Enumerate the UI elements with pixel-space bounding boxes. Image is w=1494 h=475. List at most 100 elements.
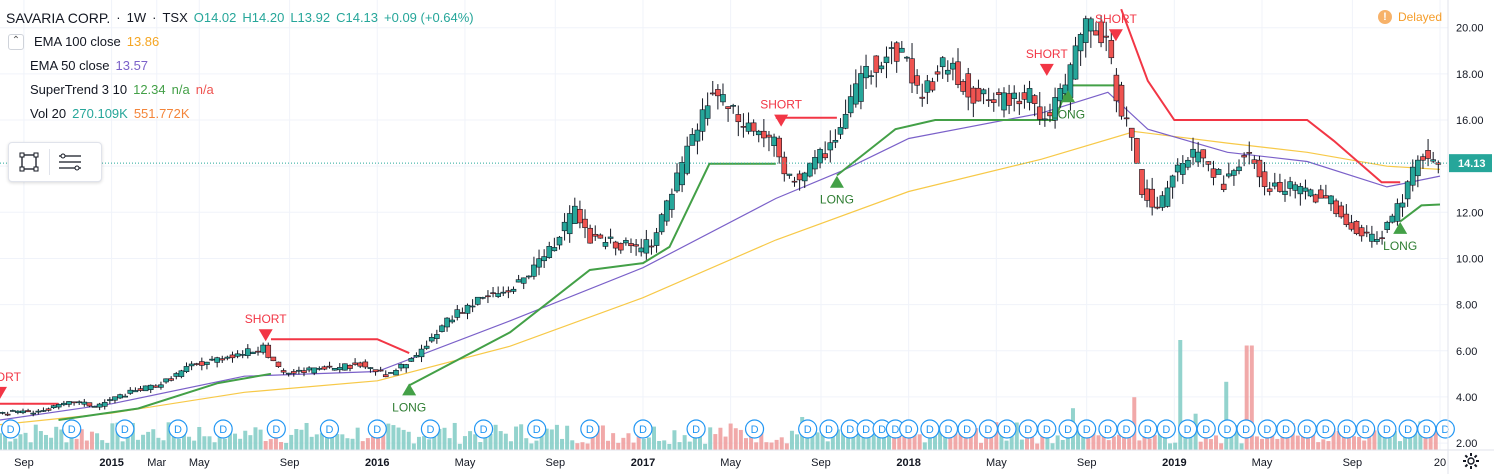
- candle-body: [1057, 88, 1063, 102]
- volume-bar: [554, 424, 559, 450]
- candle-body: [1185, 159, 1191, 168]
- symbol-name[interactable]: SAVARIA CORP.: [6, 10, 111, 26]
- candle-body: [1333, 200, 1339, 215]
- candle-body: [1430, 159, 1436, 162]
- volume-bar: [233, 433, 238, 450]
- volume-bar: [1203, 435, 1208, 450]
- candle-body: [209, 358, 215, 361]
- chart-legend: SAVARIA CORP. · 1W · TSX O14.02 H14.20 L13…: [6, 6, 480, 126]
- long-signal-arrow: [829, 175, 844, 188]
- volume-bar: [646, 437, 651, 450]
- dividend-marker-label: D: [878, 424, 886, 436]
- volume-bar: [953, 426, 958, 450]
- volume-bar: [580, 442, 585, 450]
- volume-bar: [350, 438, 355, 450]
- dividend-marker-label: D: [862, 424, 870, 436]
- volume-bar: [1260, 438, 1265, 450]
- gear-icon[interactable]: [1462, 452, 1480, 470]
- candle-body: [1343, 213, 1350, 225]
- volume-bar: [795, 434, 800, 450]
- supertrend-row[interactable]: SuperTrend 3 10 12.34 n/a n/a: [6, 78, 480, 102]
- candle-body: [980, 89, 987, 95]
- candle-body: [1164, 187, 1171, 207]
- rectangle-select-icon[interactable]: [9, 145, 49, 179]
- volume-bar: [442, 427, 447, 450]
- price-axis[interactable]: 2.004.006.008.0010.0012.0014.0016.0018.0…: [1456, 23, 1484, 450]
- volume-bar: [284, 442, 289, 450]
- exchange-label: TSX: [162, 10, 188, 25]
- ema100-row[interactable]: ⌃ EMA 100 close 13.86: [6, 30, 480, 54]
- dividend-marker-label: D: [1024, 424, 1032, 436]
- volume-bar: [161, 440, 166, 450]
- candle-body: [1169, 175, 1176, 188]
- volume-bar: [1397, 441, 1402, 450]
- volume-label: Vol 20: [30, 106, 67, 121]
- candle-body: [1026, 88, 1033, 103]
- candle-body: [1123, 117, 1130, 120]
- volume-bar: [202, 436, 207, 450]
- ema50-row[interactable]: EMA 50 close 13.57: [6, 54, 480, 78]
- delayed-status[interactable]: ! Delayed: [1377, 10, 1442, 24]
- candle-body: [347, 364, 353, 369]
- candle-body: [914, 75, 920, 86]
- volume-bar: [1331, 428, 1336, 450]
- volume-bar: [1055, 435, 1060, 450]
- candle-body: [1231, 170, 1237, 176]
- candle-body: [449, 319, 455, 323]
- volume-bar: [754, 442, 759, 450]
- chevron-up-icon[interactable]: ⌃: [8, 34, 24, 50]
- volume-bar: [1091, 430, 1096, 450]
- supertrend-line-up: [836, 84, 1122, 177]
- volume-row[interactable]: Vol 20 270.109K 551.772K: [6, 102, 480, 126]
- long-signal-label: LONG: [1383, 239, 1417, 253]
- candle-body: [663, 200, 670, 222]
- menu-lines-icon[interactable]: [50, 145, 90, 179]
- volume-bar: [462, 436, 467, 450]
- volume-bar: [652, 426, 657, 450]
- volume-bar: [432, 435, 437, 450]
- candle-body: [781, 156, 788, 175]
- volume-bar: [263, 441, 268, 450]
- candle-body: [285, 372, 292, 375]
- candle-body: [9, 410, 16, 412]
- volume-bar: [365, 438, 370, 450]
- volume-bar: [1183, 433, 1188, 450]
- volume-bar: [135, 439, 140, 450]
- candles: [0, 15, 1442, 417]
- volume-bar: [641, 438, 646, 450]
- volume-bar: [151, 429, 156, 450]
- candle-body: [924, 80, 931, 93]
- candle-body: [459, 312, 466, 314]
- short-signal-label: SHORT: [760, 98, 802, 112]
- volume-bar: [825, 441, 830, 450]
- volume-bar: [1142, 433, 1147, 450]
- candle-body: [464, 304, 471, 314]
- interval-label[interactable]: 1W: [126, 10, 147, 25]
- candle-body: [1001, 92, 1007, 111]
- time-tick-label: 2015: [99, 457, 123, 469]
- volume-bar: [534, 440, 539, 450]
- volume-bar: [984, 435, 989, 450]
- volume-bar: [1188, 431, 1193, 450]
- ema100-line: [0, 130, 1441, 426]
- time-axis[interactable]: Sep 2015 Mar May Sep 2016 May Sep 2017 May Sep 2018…: [14, 457, 1446, 469]
- dividend-marker: D: [1435, 419, 1455, 439]
- volume-bar: [115, 422, 120, 450]
- candle-body: [679, 162, 685, 186]
- long-signal-arrow: [1061, 90, 1076, 103]
- volume-bar: [606, 440, 611, 450]
- dividend-marker-label: D: [1441, 424, 1449, 436]
- candle-body: [219, 358, 226, 361]
- candle-body: [454, 309, 461, 318]
- candle-body: [301, 370, 307, 373]
- volume-bar: [841, 433, 846, 450]
- volume-bar: [422, 436, 427, 450]
- candle-body: [142, 385, 149, 392]
- volume-bar: [590, 432, 595, 450]
- volume-bar: [38, 431, 43, 450]
- price-tick-label: 4.00: [1456, 392, 1477, 404]
- volume-bar: [406, 431, 411, 450]
- volume-bar: [325, 434, 330, 450]
